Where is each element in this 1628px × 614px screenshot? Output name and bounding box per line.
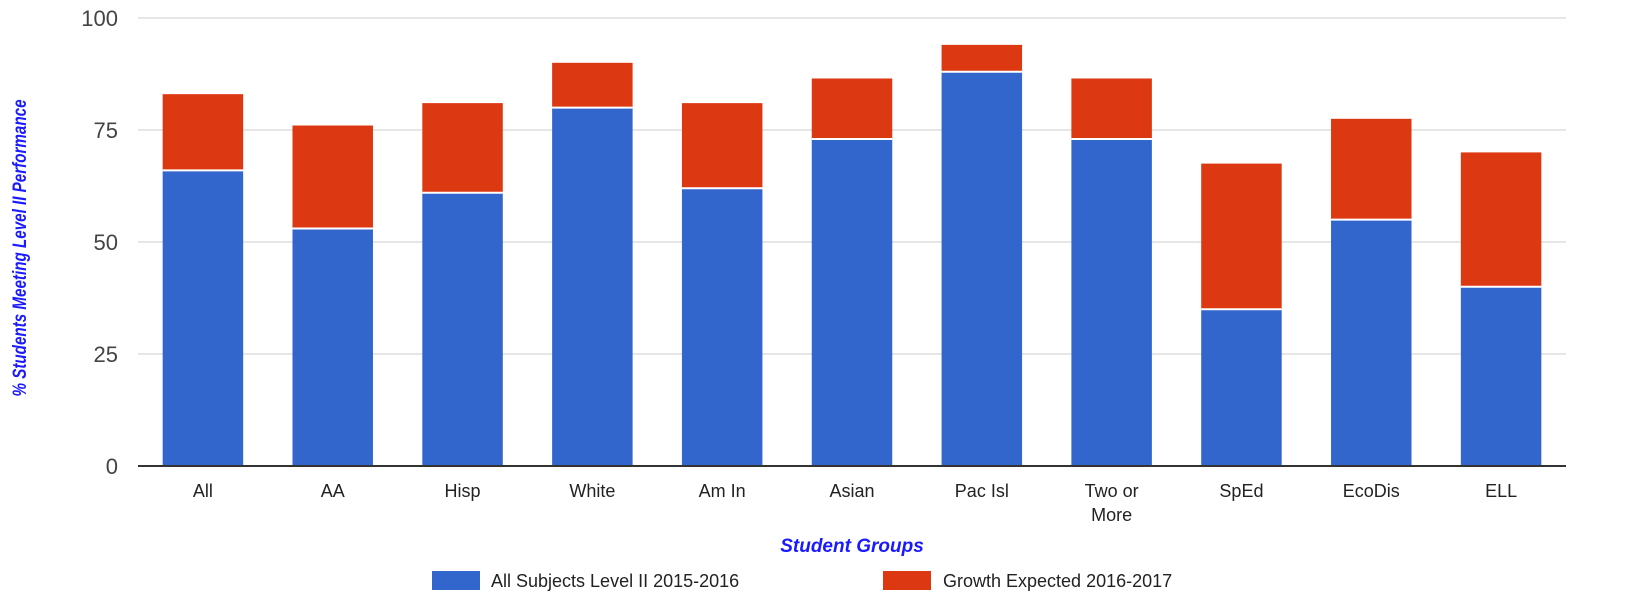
bar-level-ii-am-in — [681, 188, 763, 467]
bar-growth-pac-isl — [941, 44, 1023, 72]
x-tick-label: White — [569, 481, 615, 501]
x-tick-label: Hisp — [445, 481, 481, 501]
bar-level-ii-pac-isl — [941, 71, 1023, 466]
y-tick-label: 100 — [81, 6, 118, 31]
x-tick-label: SpEd — [1219, 481, 1263, 501]
x-tick-label: All — [193, 481, 213, 501]
legend-label-growth-expected: Growth Expected 2016-2017 — [943, 571, 1172, 591]
bar-growth-hisp — [422, 103, 503, 193]
x-axis-title: Student Groups — [780, 536, 924, 557]
bar-level-ii-aa — [292, 228, 373, 466]
x-tick-label: ELL — [1485, 481, 1517, 501]
x-tick-label: Am In — [699, 481, 746, 501]
bars — [162, 44, 1542, 467]
y-axis-title: % Students Meeting Level II Performance — [8, 99, 30, 396]
bar-level-ii-ell — [1460, 286, 1542, 466]
y-tick-label: 75 — [94, 118, 118, 143]
y-tick-label: 0 — [106, 454, 118, 479]
bar-growth-asian — [811, 78, 893, 139]
legend-swatch-all-subjects — [432, 571, 480, 590]
x-tick-label: Pac Isl — [955, 481, 1009, 501]
bar-growth-ell — [1460, 152, 1542, 287]
bar-growth-two-or-more — [1071, 78, 1152, 139]
y-tick-label: 50 — [94, 230, 118, 255]
x-tick-label: AA — [321, 481, 345, 501]
bar-level-ii-sped — [1201, 309, 1282, 466]
bar-level-ii-hisp — [422, 192, 503, 466]
bar-growth-white — [552, 62, 633, 108]
bar-level-ii-all — [162, 170, 244, 466]
y-tick-label: 25 — [94, 342, 118, 367]
bar-level-ii-asian — [811, 138, 893, 466]
bar-growth-sped — [1201, 163, 1282, 310]
bar-growth-all — [162, 94, 244, 171]
x-tick-label: Two or More — [1085, 481, 1139, 525]
x-tick-label: EcoDis — [1343, 481, 1400, 501]
bar-growth-ecodis — [1331, 118, 1412, 220]
bar-growth-am-in — [681, 103, 763, 189]
bar-level-ii-ecodis — [1331, 219, 1412, 466]
bar-growth-aa — [292, 125, 373, 229]
bar-level-ii-white — [552, 107, 633, 466]
x-tick-label: Asian — [829, 481, 874, 501]
tick-labels: 0 25 50 75 100 All AA Hisp White Am In Asian Pac Is… — [81, 6, 1517, 525]
bar-level-ii-two-or-more — [1071, 138, 1152, 466]
legend: All Subjects Level II 2015-2016 Growth E… — [432, 571, 1172, 591]
legend-label-all-subjects: All Subjects Level II 2015-2016 — [491, 571, 739, 591]
legend-swatch-growth-expected — [883, 571, 931, 590]
